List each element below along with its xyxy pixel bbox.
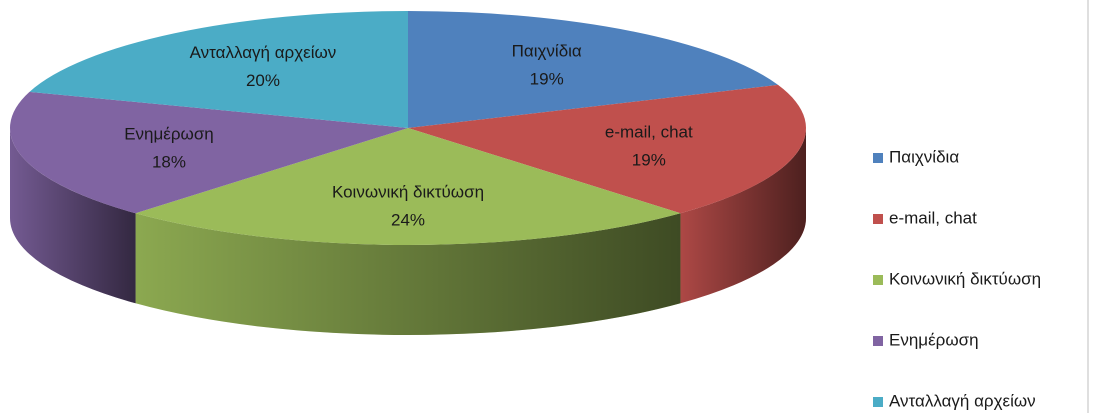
legend-label: Παιχνίδια	[889, 147, 959, 166]
legend-swatch	[873, 336, 883, 346]
legend-label: Ενημέρωση	[889, 330, 979, 349]
slice	[408, 84, 806, 214]
slice-label: Ενημέρωση	[124, 125, 214, 144]
slice-value-label: 19%	[632, 150, 666, 169]
slice-side-shade	[680, 128, 806, 304]
legend-swatch	[873, 275, 883, 285]
slice-value-label: 19%	[530, 70, 564, 89]
slice-side-shade	[135, 213, 681, 336]
legend-label: Κοινωνική δικτύωση	[889, 269, 1041, 288]
slice-value-label: 24%	[391, 211, 425, 230]
legend-label: e-mail, chat	[889, 208, 977, 227]
slice	[10, 91, 409, 214]
slice-value-label: 18%	[152, 153, 186, 172]
legend-swatch	[873, 397, 883, 407]
slice-label: Κοινωνική δικτύωση	[332, 183, 484, 202]
slice	[135, 128, 681, 246]
legend-swatch	[873, 153, 883, 163]
slice-label: Παιχνίδια	[512, 42, 582, 61]
slice	[408, 11, 779, 128]
legend-label: Ανταλλαγή αρχείων	[889, 391, 1036, 410]
slice-label: Ανταλλαγή αρχείων	[190, 43, 337, 62]
slice	[29, 11, 408, 128]
slice-side-shade	[10, 128, 136, 304]
slice-value-label: 20%	[246, 71, 280, 90]
legend-swatch	[873, 214, 883, 224]
slice-label: e-mail, chat	[605, 122, 693, 141]
